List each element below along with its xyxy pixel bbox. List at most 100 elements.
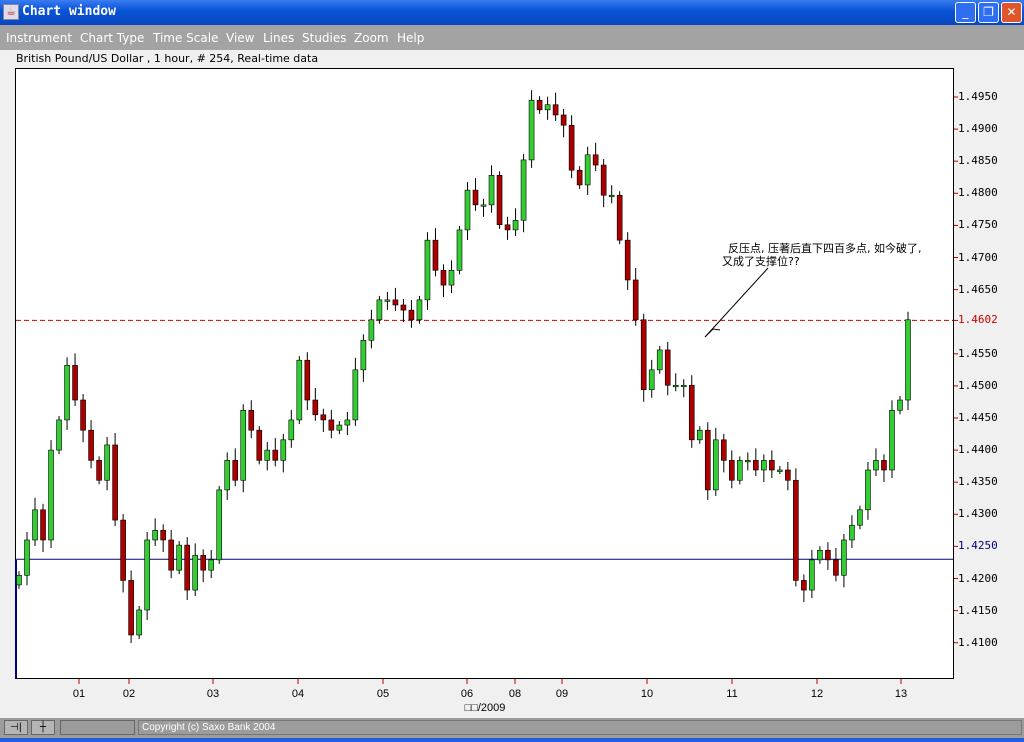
- candle-up: [296, 359, 303, 421]
- candle-down: [616, 194, 623, 241]
- candle-up: [696, 429, 703, 441]
- candle-down: [432, 239, 439, 271]
- candle-down: [320, 414, 327, 421]
- candle-up: [480, 204, 487, 207]
- candle-up: [512, 219, 519, 231]
- candle-down: [640, 319, 647, 391]
- x-tick-label: 11: [726, 688, 738, 700]
- y-tick-label: 1.4800: [958, 186, 998, 200]
- taskbar: [0, 738, 1024, 742]
- menu-instrument[interactable]: Instrument: [6, 31, 73, 45]
- candle-up: [712, 439, 719, 491]
- candle-up: [448, 270, 455, 286]
- candle-up: [777, 469, 783, 472]
- candle-up: [176, 544, 182, 571]
- candle-down: [160, 530, 166, 541]
- candle-down: [40, 509, 46, 541]
- candle-up: [584, 154, 591, 186]
- candle-up: [240, 409, 247, 481]
- x-tick-label: 05: [376, 688, 390, 700]
- annotation-line-2: 又成了支撑位??: [722, 255, 800, 268]
- candle-up: [889, 409, 895, 471]
- candle-down: [440, 270, 447, 286]
- candle-down: [392, 299, 399, 306]
- candle-up: [344, 419, 351, 426]
- candle-down: [96, 460, 102, 481]
- candle-up: [384, 299, 391, 302]
- chart-header: British Pound/US Dollar , 1 hour, # 254,…: [16, 52, 319, 65]
- candle-up: [608, 194, 615, 198]
- status-bar: ⊣| ┼ Copyright (c) Saxo Bank 2004: [0, 718, 1024, 738]
- candle-down: [664, 349, 671, 386]
- candle-down: [304, 359, 311, 401]
- y-tick-label: 1.4950: [958, 90, 998, 103]
- minimize-button[interactable]: _: [955, 2, 976, 23]
- close-button[interactable]: ✕: [1001, 2, 1022, 23]
- candle-down: [769, 460, 775, 471]
- candle-up: [16, 574, 22, 586]
- x-tick-label: 12: [810, 688, 824, 700]
- y-tick-label: 1.4650: [958, 282, 998, 296]
- candle-up: [336, 424, 343, 431]
- candle-down: [504, 224, 511, 231]
- candle-up: [280, 439, 287, 461]
- candle-down: [688, 384, 695, 441]
- menu-studies[interactable]: Studies: [302, 31, 347, 45]
- y-tick-label: 1.4250: [958, 539, 998, 553]
- candle-down: [248, 409, 255, 431]
- candle-up: [192, 555, 198, 591]
- menu-time-scale[interactable]: Time Scale: [153, 31, 219, 45]
- candle-down: [785, 469, 791, 481]
- candle-up: [737, 460, 743, 481]
- y-tick-label: 1.4550: [958, 346, 998, 360]
- candle-up: [761, 460, 767, 471]
- candle-down: [592, 154, 599, 166]
- candle-up: [416, 299, 423, 321]
- candle-down: [312, 399, 319, 416]
- candle-down: [560, 114, 567, 126]
- candle-up: [528, 99, 535, 161]
- candle-up: [897, 399, 903, 411]
- x-axis-title: □□/2009: [464, 702, 506, 714]
- candle-down: [128, 580, 134, 636]
- candle-down: [720, 439, 727, 461]
- candle-up: [32, 509, 38, 541]
- menu-help[interactable]: Help: [397, 31, 425, 45]
- y-tick-label: 1.4450: [958, 411, 998, 424]
- candle-down: [232, 460, 239, 481]
- x-tick-label: 13: [894, 688, 908, 700]
- x-tick-label: 04: [291, 688, 305, 700]
- candle-up: [809, 559, 815, 591]
- maximize-button[interactable]: ❐: [978, 2, 999, 23]
- y-tick-label: 1.4750: [958, 218, 998, 232]
- candle-up: [841, 539, 847, 576]
- x-tick-label: 01: [72, 688, 86, 700]
- candle-up: [376, 299, 383, 321]
- menu-zoom[interactable]: Zoom: [354, 31, 389, 45]
- menu-view[interactable]: View: [226, 31, 255, 45]
- menu-chart-type[interactable]: Chart Type: [80, 31, 145, 45]
- pin-icon[interactable]: ⊣|: [4, 720, 28, 735]
- y-tick-label: 1.4300: [958, 507, 998, 521]
- candle-up: [288, 419, 295, 441]
- crosshair-icon[interactable]: ┼: [31, 720, 55, 735]
- y-tick-label: 1.4500: [958, 378, 998, 392]
- candle-up: [656, 349, 663, 371]
- candle-up: [48, 449, 54, 541]
- candle-down: [801, 580, 807, 591]
- candle-up: [488, 175, 495, 206]
- candle-up: [865, 469, 871, 511]
- candle-down: [80, 399, 86, 431]
- candle-up: [905, 319, 911, 401]
- y-tick-label: 1.4850: [958, 154, 998, 168]
- candle-down: [200, 555, 207, 571]
- candle-down: [120, 519, 126, 581]
- x-tick-label: 06: [460, 688, 474, 700]
- menu-bar: Instrument Chart Type Time Scale View Li…: [0, 25, 1024, 50]
- candle-up: [360, 340, 367, 371]
- copyright-text: Copyright (c) Saxo Bank 2004: [138, 720, 1022, 735]
- y-tick-label: 1.4350: [958, 475, 998, 489]
- candle-down: [328, 419, 335, 431]
- candle-up: [216, 489, 223, 561]
- menu-lines[interactable]: Lines: [263, 31, 295, 45]
